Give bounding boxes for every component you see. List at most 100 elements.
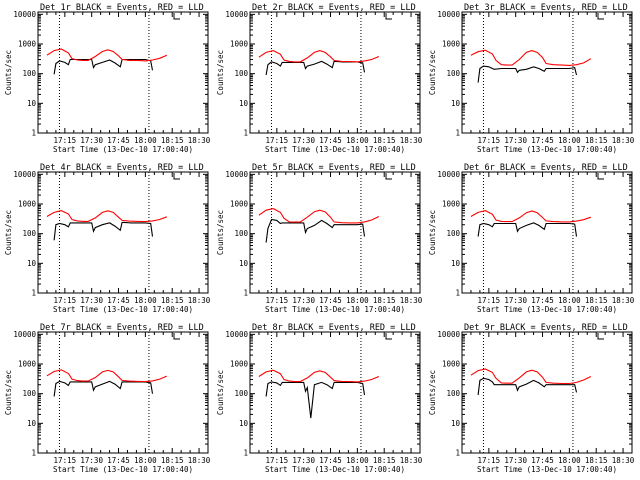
plot-frame [37, 331, 209, 454]
y-tick-label: 10 [27, 259, 37, 268]
y-tick-label: 1 [455, 289, 460, 298]
y-axis-label: Counts/sec [4, 50, 13, 95]
y-tick-label: 1000 [230, 40, 249, 49]
x-tick-label: 18:00 [134, 136, 157, 145]
y-axis-label: Counts/sec [216, 210, 225, 255]
lld-series-line [46, 369, 168, 383]
chart-title: Det 6r BLACK = Events, RED = LLD [464, 163, 628, 173]
x-tick-label: 17:45 [319, 456, 342, 465]
chart-title: Det 1r BLACK = Events, RED = LLD [40, 3, 204, 13]
x-tick-label: 17:15 [54, 136, 77, 145]
y-tick-label: 10000 [437, 10, 460, 19]
x-tick-label: 17:30 [504, 136, 527, 145]
x-tick-label: 18:30 [188, 136, 211, 145]
x-tick-label: 17:45 [319, 296, 342, 305]
corner-mark [597, 173, 604, 180]
plot-frame [249, 331, 421, 454]
x-axis-label: Start Time (13-Dec-10 17:00:40) [265, 465, 405, 474]
y-axis-label: Counts/sec [216, 370, 225, 415]
x-axis-label: Start Time (13-Dec-10 17:00:40) [477, 145, 617, 154]
y-tick-label: 100 [446, 229, 460, 238]
x-tick-label: 18:30 [188, 296, 211, 305]
x-tick-label: 17:45 [531, 296, 554, 305]
x-tick-label: 17:15 [478, 456, 501, 465]
plot-frame [461, 11, 633, 134]
y-axis-label: Counts/sec [428, 210, 437, 255]
x-tick-label: 18:00 [346, 136, 369, 145]
corner-mark [597, 333, 604, 340]
x-tick-label: 18:30 [612, 296, 635, 305]
x-tick-label: 18:30 [400, 456, 423, 465]
x-tick-label: 17:45 [107, 296, 130, 305]
y-axis-label: Counts/sec [428, 370, 437, 415]
y-tick-label: 1 [455, 449, 460, 458]
x-tick-label: 17:45 [531, 136, 554, 145]
chart-panel-6: Det 6r BLACK = Events, RED = LLD 1 10 100 10… [428, 163, 635, 314]
y-tick-label: 1 [243, 129, 248, 138]
lld-series-line [258, 369, 380, 383]
x-tick-label: 17:15 [478, 296, 501, 305]
lld-series-line [470, 49, 592, 66]
y-tick-label: 1 [243, 449, 248, 458]
y-tick-label: 1 [31, 289, 36, 298]
y-tick-label: 10 [451, 259, 461, 268]
y-tick-label: 1000 [442, 200, 461, 209]
y-tick-label: 10000 [13, 330, 36, 339]
x-tick-label: 17:30 [80, 136, 103, 145]
x-axis-label: Start Time (13-Dec-10 17:00:40) [265, 305, 405, 314]
y-tick-label: 1 [243, 289, 248, 298]
x-tick-label: 18:15 [161, 456, 184, 465]
events-series-line [477, 377, 578, 396]
corner-mark [385, 173, 392, 180]
x-tick-label: 17:45 [319, 136, 342, 145]
y-tick-label: 1000 [442, 40, 461, 49]
y-axis-label: Counts/sec [4, 370, 13, 415]
x-tick-label: 18:00 [558, 296, 581, 305]
chart-panel-2: Det 2r BLACK = Events, RED = LLD 1 10 100 10… [216, 3, 423, 154]
y-tick-label: 100 [234, 69, 248, 78]
chart-panel-5: Det 5r BLACK = Events, RED = LLD 1 10 100 10… [216, 163, 423, 314]
lld-series-line [470, 210, 591, 223]
y-tick-label: 100 [22, 69, 36, 78]
x-tick-label: 17:30 [292, 136, 315, 145]
chart-title: Det 8r BLACK = Events, RED = LLD [252, 323, 416, 333]
x-tick-label: 18:00 [346, 456, 369, 465]
x-tick-label: 18:15 [373, 136, 396, 145]
x-tick-label: 17:15 [266, 456, 289, 465]
x-axis-label: Start Time (13-Dec-10 17:00:40) [53, 145, 193, 154]
x-tick-label: 18:15 [585, 456, 608, 465]
y-tick-label: 1 [455, 129, 460, 138]
lld-series-line [46, 210, 167, 223]
plot-frame [249, 171, 421, 294]
x-tick-label: 18:30 [612, 456, 635, 465]
y-tick-label: 100 [234, 229, 248, 238]
x-tick-label: 18:15 [373, 456, 396, 465]
x-tick-label: 18:00 [134, 296, 157, 305]
events-series-line [477, 222, 578, 237]
y-axis-label: Counts/sec [4, 210, 13, 255]
chart-title: Det 9r BLACK = Events, RED = LLD [464, 323, 628, 333]
plot-frame [461, 171, 633, 294]
chart-title: Det 5r BLACK = Events, RED = LLD [252, 163, 416, 173]
y-tick-label: 10000 [437, 330, 460, 339]
chart-panel-1: Det 1r BLACK = Events, RED = LLD 1 10 100 10… [4, 3, 211, 154]
x-axis-label: Start Time (13-Dec-10 17:00:40) [477, 465, 617, 474]
y-tick-label: 10 [239, 259, 249, 268]
x-tick-label: 17:15 [478, 136, 501, 145]
y-tick-label: 100 [446, 389, 460, 398]
y-tick-label: 100 [22, 389, 36, 398]
events-series-line [477, 65, 578, 83]
plot-frame [37, 171, 209, 294]
y-tick-label: 100 [234, 389, 248, 398]
x-tick-label: 18:15 [373, 296, 396, 305]
x-tick-label: 18:15 [161, 296, 184, 305]
y-tick-label: 10000 [437, 170, 460, 179]
x-tick-label: 18:15 [161, 136, 184, 145]
y-tick-label: 1000 [18, 360, 37, 369]
x-tick-label: 17:30 [504, 456, 527, 465]
corner-mark [597, 13, 604, 20]
corner-mark [385, 333, 392, 340]
y-tick-label: 10 [239, 419, 249, 428]
y-axis-label: Counts/sec [428, 50, 437, 95]
